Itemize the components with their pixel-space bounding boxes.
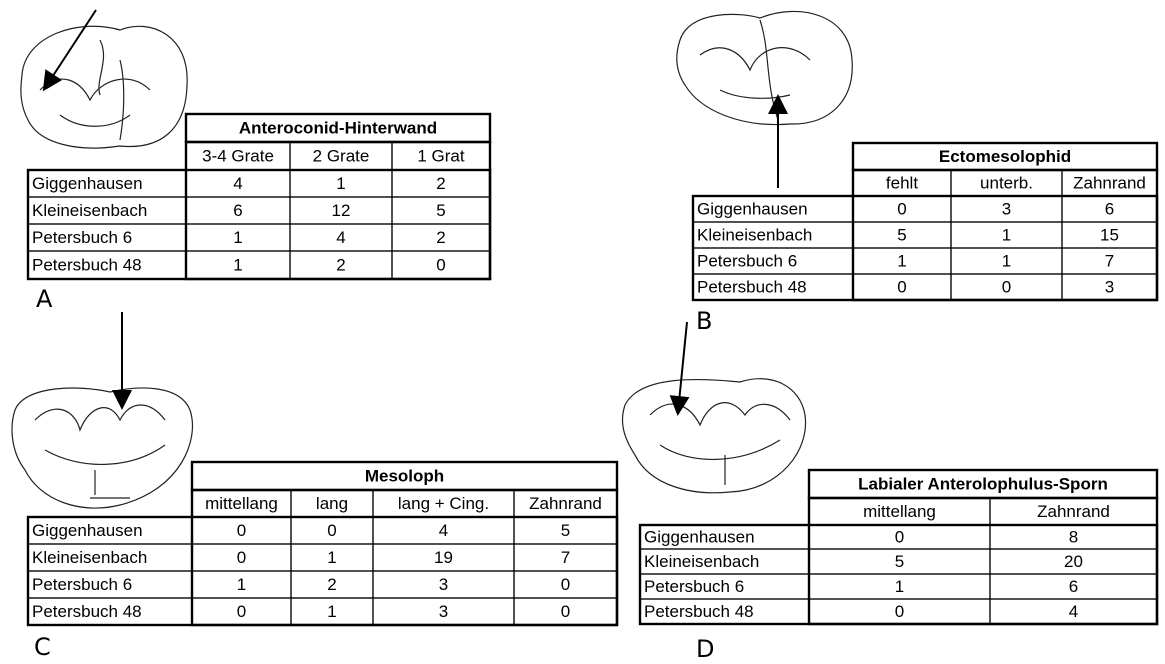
column-header: unterb.: [980, 173, 1033, 192]
table-value: 7: [1105, 251, 1114, 270]
row-label: Giggenhausen: [697, 199, 808, 218]
row-label: Giggenhausen: [32, 174, 143, 193]
column-header: Zahnrand: [1073, 173, 1146, 192]
table-value: 1: [233, 255, 242, 274]
table-value: 1: [327, 602, 336, 621]
tooth-drawing-c: [12, 312, 192, 508]
table-value: 1: [237, 575, 246, 594]
row-label: Petersbuch 6: [32, 228, 132, 247]
table-title: Labialer Anterolophulus-Sporn: [858, 474, 1108, 493]
figure: Anteroconid-Hinterwand 3-4 Grate 2 Grate 1 …: [0, 0, 1165, 664]
row-label: Giggenhausen: [644, 527, 755, 546]
table-value: 19: [434, 548, 453, 567]
column-header: 2 Grate: [313, 146, 370, 165]
table-value: 5: [436, 201, 445, 220]
table-value: 0: [237, 548, 246, 567]
table-value: 1: [1002, 225, 1011, 244]
column-header: lang + Cing.: [398, 494, 489, 513]
table-value: 1: [233, 228, 242, 247]
table-value: 0: [237, 521, 246, 540]
column-header: 1 Grat: [417, 146, 465, 165]
table-value: 3: [1105, 277, 1114, 296]
table-title: Ectomesolophid: [939, 147, 1071, 166]
table-value: 1: [1002, 251, 1011, 270]
table-value: 2: [436, 174, 445, 193]
table-value: 0: [895, 602, 904, 621]
row-label: Petersbuch 48: [644, 602, 754, 621]
table-value: 1: [336, 174, 345, 193]
table-value: 3: [439, 575, 448, 594]
table-value: 0: [1002, 277, 1011, 296]
table-value: 8: [1069, 527, 1078, 546]
row-label: Petersbuch 48: [32, 602, 142, 621]
tooth-drawing-d: [622, 322, 805, 493]
tooth-drawing-b: [677, 11, 853, 188]
column-header: lang: [316, 494, 348, 513]
table-value: 0: [897, 199, 906, 218]
table-value: 20: [1064, 552, 1083, 571]
panel-label: A: [36, 285, 53, 313]
table-value: 3: [439, 602, 448, 621]
table-value: 2: [336, 255, 345, 274]
row-label: Petersbuch 48: [697, 277, 807, 296]
table-value: 6: [233, 201, 242, 220]
table-value: 1: [895, 577, 904, 596]
table-value: 12: [332, 201, 351, 220]
row-label: Kleineisenbach: [644, 552, 759, 571]
table-value: 4: [336, 228, 345, 247]
table-value: 7: [561, 548, 570, 567]
table-value: 4: [233, 174, 242, 193]
row-label: Kleineisenbach: [32, 201, 147, 220]
table-value: 4: [1069, 602, 1078, 621]
panel-label: C: [34, 633, 51, 661]
table-value: 1: [897, 251, 906, 270]
table-value: 5: [561, 521, 570, 540]
table-value: 0: [561, 602, 570, 621]
table-value: 15: [1100, 225, 1119, 244]
table-value: 5: [895, 552, 904, 571]
column-header: 3-4 Grate: [202, 146, 274, 165]
table-value: 0: [561, 575, 570, 594]
column-header: Zahnrand: [1037, 502, 1110, 521]
row-label: Kleineisenbach: [32, 548, 147, 567]
table-value: 2: [327, 575, 336, 594]
panel-label: B: [696, 307, 712, 335]
table-value: 1: [327, 548, 336, 567]
table-value: 0: [237, 602, 246, 621]
column-header: fehlt: [886, 173, 918, 192]
table-value: 6: [1105, 199, 1114, 218]
table-value: 4: [439, 521, 448, 540]
table-value: 5: [897, 225, 906, 244]
column-header: mittellang: [863, 502, 936, 521]
table-value: 0: [897, 277, 906, 296]
row-label: Kleineisenbach: [697, 225, 812, 244]
panel-label: D: [696, 635, 714, 663]
table-value: 0: [436, 255, 445, 274]
row-label: Giggenhausen: [32, 521, 143, 540]
table-value: 0: [895, 527, 904, 546]
table-value: 3: [1002, 199, 1011, 218]
table-title: Anteroconid-Hinterwand: [239, 118, 437, 137]
table-title: Mesoloph: [365, 466, 444, 485]
row-label: Petersbuch 6: [644, 577, 744, 596]
row-label: Petersbuch 6: [32, 575, 132, 594]
tooth-drawing-a: [21, 10, 187, 148]
column-header: mittellang: [205, 494, 278, 513]
row-label: Petersbuch 6: [697, 251, 797, 270]
table-value: 0: [327, 521, 336, 540]
table-value: 6: [1069, 577, 1078, 596]
column-header: Zahnrand: [529, 494, 602, 513]
table-value: 2: [436, 228, 445, 247]
row-label: Petersbuch 48: [32, 255, 142, 274]
